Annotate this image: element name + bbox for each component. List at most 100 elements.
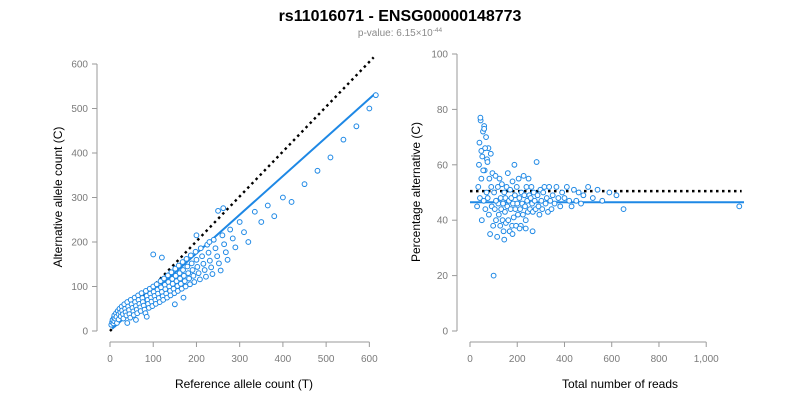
data-point [501,236,508,243]
data-point [568,203,575,210]
data-point [516,225,523,232]
y-tick-label: 100 [431,50,448,61]
data-point [192,248,199,255]
data-point [216,260,222,267]
data-point [197,245,204,252]
data-point [184,263,191,270]
data-point [538,197,545,204]
data-point [161,275,167,282]
data-point [493,197,499,204]
data-point [529,228,536,235]
data-point [498,181,505,188]
data-point [490,272,497,279]
data-point [194,264,201,270]
x-tick-label: 1,000 [694,354,719,365]
data-point [201,267,208,273]
data-point [200,260,207,267]
data-point [480,167,487,174]
data-point [530,189,537,196]
points-left [108,92,379,328]
data-point [541,184,548,190]
data-point [539,206,546,213]
x-axis-left: 0 100 200 300 400 500 600 [107,341,378,365]
data-point [236,219,243,225]
data-point [580,192,587,199]
data-point [496,175,503,182]
x-tick-label: 0 [107,354,113,365]
data-point [511,161,518,168]
data-point [509,231,516,237]
data-point [512,206,519,213]
data-point [479,153,486,160]
y-tick-label: 80 [437,105,449,116]
data-point [542,200,549,207]
data-point [561,195,568,201]
data-point [483,189,490,196]
data-point [197,276,203,283]
data-point [497,195,504,201]
data-point [482,145,489,152]
y-tick-label: 200 [71,238,88,249]
data-point [477,195,483,201]
data-point [563,184,570,190]
data-point [133,316,139,323]
data-point [314,167,321,174]
data-point [482,206,489,213]
data-point [189,267,196,273]
data-point [540,189,547,196]
data-point [533,159,540,165]
data-point [188,260,195,267]
data-point [224,256,231,263]
x-tick-label: 500 [318,354,335,365]
data-point [557,203,564,210]
data-point [477,114,484,121]
y-tick-label: 600 [71,60,88,71]
data-point [372,92,379,99]
data-point [172,265,179,272]
data-point [171,301,178,308]
data-point [478,217,485,224]
data-point [476,161,482,168]
data-point [150,251,157,258]
data-point [481,125,488,132]
data-point [485,211,492,218]
data-point [535,203,542,210]
data-point [553,184,560,190]
data-point [555,195,562,201]
x-tick-label: 200 [188,354,205,365]
data-point [215,207,221,214]
data-point [507,186,514,193]
data-point [158,254,165,261]
data-point [165,272,171,279]
data-point [264,202,271,209]
y-axis-right: 0 20 40 60 80 100 [431,50,458,338]
data-point [168,269,175,276]
x-tick-label: 400 [275,354,292,365]
data-point [177,275,183,282]
chart-title: rs11016071 - ENSG00000148773 [279,8,522,25]
data-point [214,253,221,260]
data-point [206,257,213,264]
data-point [220,205,227,212]
data-point [548,206,555,213]
data-point [210,236,217,243]
data-point [474,203,480,210]
data-point [487,150,494,157]
data-point [175,262,182,269]
data-point [483,134,489,141]
data-point [280,194,286,201]
data-point [179,259,186,265]
data-point [251,208,258,215]
data-point [491,206,498,213]
data-point [497,222,504,229]
data-point [195,270,202,277]
x-tick-label: 0 [467,354,473,365]
data-point [172,272,179,279]
data-point [549,192,556,199]
data-point [217,267,224,274]
data-point [185,270,192,277]
data-point [522,203,528,210]
data-point [620,206,627,213]
data-point [340,136,347,143]
data-point [203,273,209,280]
